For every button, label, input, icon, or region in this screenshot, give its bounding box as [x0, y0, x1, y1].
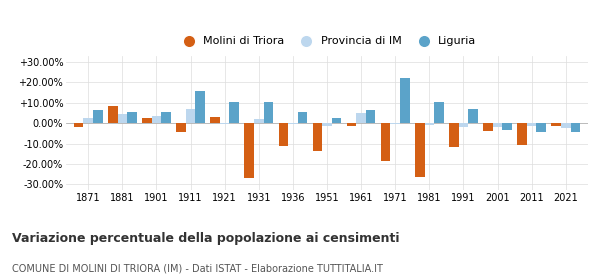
Bar	[483, 123, 493, 131]
Bar	[551, 123, 561, 126]
Bar	[468, 109, 478, 123]
Bar	[400, 78, 410, 123]
Bar	[434, 102, 443, 123]
Bar	[152, 116, 161, 123]
Bar	[381, 123, 391, 161]
Bar	[254, 119, 263, 123]
Bar	[313, 123, 322, 151]
Bar	[527, 123, 536, 126]
Bar	[502, 123, 512, 130]
Bar	[161, 112, 171, 123]
Bar	[108, 106, 118, 123]
Bar	[391, 123, 400, 124]
Bar	[561, 123, 571, 128]
Bar	[449, 123, 458, 147]
Bar	[347, 123, 356, 126]
Bar	[186, 109, 196, 123]
Bar	[83, 118, 93, 123]
Bar	[571, 123, 580, 132]
Bar	[211, 117, 220, 123]
Bar	[322, 123, 332, 126]
Bar	[356, 113, 366, 123]
Bar	[263, 102, 273, 123]
Bar	[517, 123, 527, 144]
Bar	[298, 112, 307, 123]
Bar	[118, 114, 127, 123]
Bar	[244, 123, 254, 178]
Bar	[74, 123, 83, 127]
Bar	[493, 123, 502, 127]
Bar	[288, 123, 298, 124]
Bar	[366, 110, 376, 123]
Bar	[536, 123, 546, 132]
Bar	[176, 123, 186, 132]
Text: COMUNE DI MOLINI DI TRIORA (IM) - Dati ISTAT - Elaborazione TUTTITALIA.IT: COMUNE DI MOLINI DI TRIORA (IM) - Dati I…	[12, 263, 383, 273]
Bar	[142, 118, 152, 123]
Bar	[332, 118, 341, 123]
Bar	[458, 123, 468, 127]
Bar	[415, 123, 425, 177]
Bar	[229, 102, 239, 123]
Bar	[93, 110, 103, 123]
Bar	[425, 123, 434, 125]
Bar	[220, 123, 229, 124]
Legend: Molini di Triora, Provincia di IM, Liguria: Molini di Triora, Provincia di IM, Ligur…	[173, 32, 481, 51]
Bar	[278, 123, 288, 146]
Text: Variazione percentuale della popolazione ai censimenti: Variazione percentuale della popolazione…	[12, 232, 400, 245]
Bar	[127, 112, 137, 123]
Bar	[196, 91, 205, 123]
